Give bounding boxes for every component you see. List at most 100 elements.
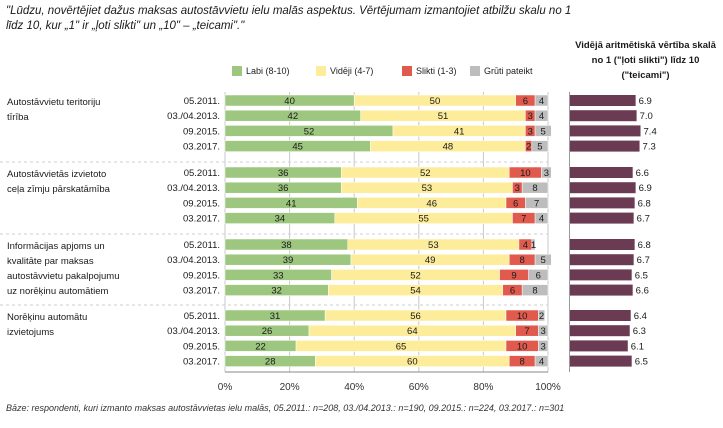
avg-value-label: 6.5: [635, 270, 648, 281]
bar-value-label: 4: [539, 357, 544, 368]
bar-value-label: 1: [531, 240, 536, 251]
avg-bar: [570, 340, 628, 352]
group-label: Informācijas apjoms un: [7, 241, 105, 252]
bar-value-label: 7: [524, 326, 529, 337]
group-label: autostāvvietu pakalpojumu: [7, 271, 120, 282]
bar-value-label: 3: [541, 341, 546, 352]
bar-value-label: 34: [275, 214, 286, 225]
bar-segment-hard: [525, 197, 549, 209]
bar-value-label: 6: [513, 198, 518, 209]
avg-value-label: 6.1: [631, 341, 644, 352]
avg-bar: [570, 325, 630, 337]
x-tick-label: 20%: [280, 382, 300, 393]
bar-value-label: 52: [420, 168, 431, 179]
avg-bar: [570, 167, 633, 178]
bar-value-label: 45: [292, 142, 303, 153]
bar-value-label: 56: [410, 311, 421, 322]
bar-value-label: 40: [284, 96, 295, 107]
survey-question: "Lūdzu, novērtējiet dažus maksas autostā…: [6, 5, 572, 32]
period-label: 09.2015.: [183, 126, 220, 137]
group-label: Autostāvvietās izvietoto: [7, 169, 106, 180]
bar-value-label: 64: [407, 326, 418, 337]
x-tick-label: 60%: [409, 382, 429, 393]
bar-value-label: 7: [534, 198, 539, 209]
bar-value-label: 33: [273, 270, 284, 281]
bar-segment-hard: [534, 212, 549, 224]
legend-swatch-bad: [402, 66, 412, 76]
period-label: 03./04.2013.: [167, 183, 220, 194]
bar-value-label: 54: [410, 286, 421, 297]
group-label: ceļa zīmju pārskatāmība: [7, 184, 111, 195]
avg-bar: [570, 197, 635, 209]
legend-swatch-good: [232, 66, 242, 76]
avg-value-label: 6.6: [636, 286, 649, 297]
bar-value-label: 46: [426, 198, 437, 209]
avg-bar: [570, 125, 641, 137]
base-note: Bāze: respondenti, kuri izmanto maksas a…: [6, 403, 565, 413]
x-tick-label: 0%: [218, 382, 233, 393]
bar-segment-hard: [531, 238, 536, 251]
bar-value-label: 4: [523, 240, 528, 251]
bar-value-label: 6: [536, 270, 541, 281]
bar-segment-hard: [538, 309, 546, 322]
period-label: 03.2017.: [183, 357, 220, 368]
legend-item-hard: Grūti pateikt: [470, 66, 533, 76]
avg-bar: [570, 310, 631, 321]
period-label: 03.2017.: [183, 214, 220, 225]
bar-value-label: 32: [271, 286, 282, 297]
avg-bar: [570, 140, 640, 152]
bar-value-label: 49: [425, 255, 436, 266]
avg-bar: [570, 95, 636, 106]
average-column-title: Vidējā aritmētiskā vērtība skalā no 1 ("…: [575, 40, 716, 81]
bar-value-label: 51: [438, 111, 449, 122]
chart-legend: Labi (8-10) Vidēji (4-7) Slikti (1-3) Gr…: [0, 66, 560, 80]
bar-value-label: 3: [515, 183, 520, 194]
period-label: 05.2011.: [184, 240, 220, 251]
period-label: 03.2017.: [183, 286, 220, 297]
period-label: 03./04.2013.: [167, 111, 220, 122]
avg-value-label: 7.0: [640, 111, 653, 122]
group-label: kvalitāte par maksas: [7, 256, 94, 267]
avg-value-label: 6.3: [633, 326, 646, 337]
legend-item-good: Labi (8-10): [232, 66, 290, 76]
bar-value-label: 53: [422, 183, 433, 194]
bar-value-label: 36: [278, 183, 289, 194]
bar-segment-hard: [534, 109, 549, 122]
bar-value-label: 52: [410, 270, 421, 281]
avg-bar: [570, 284, 633, 296]
bar-value-label: 65: [396, 341, 407, 352]
bar-value-label: 7: [521, 214, 526, 225]
bar-value-label: 5: [537, 142, 542, 153]
group-label: uz norēķinu automātiem: [7, 286, 108, 297]
bar-value-label: 50: [430, 96, 441, 107]
bar-value-label: 3: [528, 111, 533, 122]
bar-value-label: 28: [265, 357, 276, 368]
bar-segment-hard: [534, 94, 549, 107]
avg-value-label: 6.9: [639, 96, 652, 107]
bar-value-label: 9: [511, 270, 516, 281]
legend-label-bad: Slikti (1-3): [416, 66, 457, 76]
legend-label-average: Vidēji (4-7): [330, 66, 374, 76]
avg-bar: [570, 355, 632, 367]
period-label: 03./04.2013.: [167, 326, 220, 337]
bar-value-label: 6: [523, 96, 528, 107]
group-label: izvietojums: [7, 327, 54, 338]
bar-value-label: 53: [428, 240, 439, 251]
avg-value-label: 6.6: [636, 168, 649, 179]
bar-value-label: 3: [544, 168, 549, 179]
avg-bar: [570, 239, 635, 250]
legend-item-average: Vidēji (4-7): [316, 66, 373, 76]
bar-value-label: 3: [541, 326, 546, 337]
bar-value-label: 4: [539, 214, 544, 225]
legend-swatch-average: [316, 66, 326, 76]
bar-value-label: 60: [407, 357, 418, 368]
x-tick-label: 100%: [535, 382, 561, 393]
avg-value-label: 6.8: [638, 198, 651, 209]
bar-value-label: 48: [443, 142, 454, 153]
bar-value-label: 10: [520, 168, 531, 179]
period-label: 05.2011.: [184, 96, 220, 107]
avg-bar: [570, 212, 634, 224]
period-label: 09.2015.: [183, 341, 220, 352]
bar-value-label: 10: [517, 311, 528, 322]
